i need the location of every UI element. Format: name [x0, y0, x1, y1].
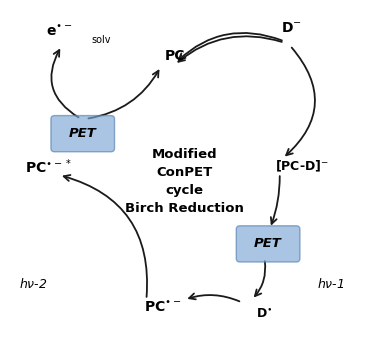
- Text: Modified
ConPET
cycle
Birch Reduction: Modified ConPET cycle Birch Reduction: [125, 148, 244, 215]
- FancyArrowPatch shape: [189, 294, 239, 301]
- Text: PC$^{\bullet-*}$: PC$^{\bullet-*}$: [25, 157, 72, 176]
- FancyArrowPatch shape: [89, 71, 159, 118]
- Text: PET: PET: [254, 237, 282, 250]
- FancyBboxPatch shape: [236, 226, 300, 262]
- Text: [PC-D]$^{-}$: [PC-D]$^{-}$: [275, 159, 329, 174]
- Text: PC$^{\bullet-}$: PC$^{\bullet-}$: [144, 301, 182, 315]
- Text: D$^{-}$: D$^{-}$: [281, 21, 302, 35]
- FancyBboxPatch shape: [51, 116, 114, 152]
- Text: PC: PC: [165, 49, 186, 63]
- FancyArrowPatch shape: [271, 176, 280, 224]
- Text: solv: solv: [92, 35, 111, 45]
- Text: $h\nu$-1: $h\nu$-1: [317, 276, 345, 290]
- Text: $h\nu$-2: $h\nu$-2: [19, 276, 48, 290]
- Text: PET: PET: [69, 127, 97, 140]
- Text: D$^{\bullet}$: D$^{\bullet}$: [256, 308, 273, 321]
- FancyArrowPatch shape: [51, 50, 79, 118]
- FancyArrowPatch shape: [286, 48, 315, 155]
- FancyArrowPatch shape: [179, 33, 282, 60]
- Text: e$^{\bullet-}$: e$^{\bullet-}$: [46, 25, 72, 39]
- FancyArrowPatch shape: [255, 261, 265, 296]
- FancyArrowPatch shape: [178, 36, 282, 62]
- FancyArrowPatch shape: [64, 175, 147, 297]
